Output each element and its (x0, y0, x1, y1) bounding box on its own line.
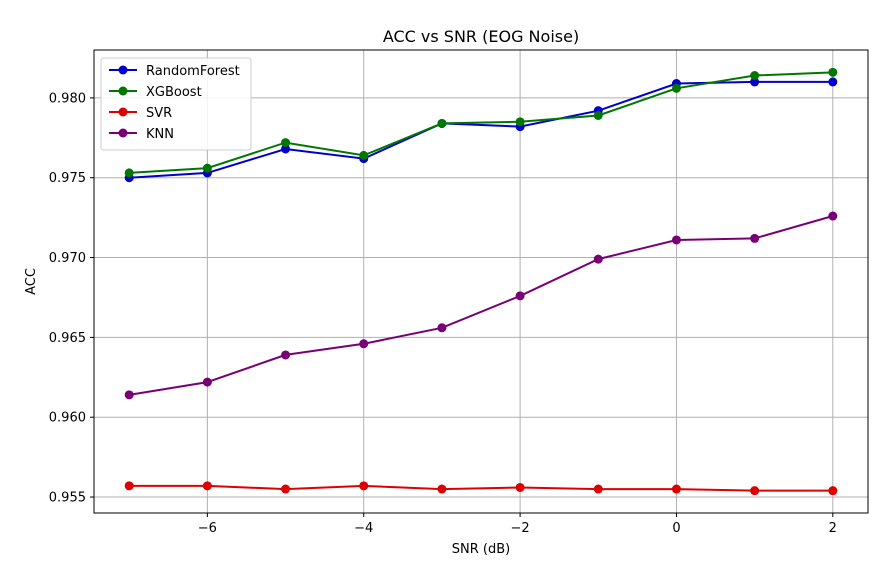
data-point (828, 77, 838, 87)
series-layer (124, 67, 838, 496)
x-tick-label: 0 (672, 521, 680, 536)
y-axis: 0.955 0.960 0.965 0.970 0.975 0.980 (49, 91, 94, 506)
data-point (437, 118, 447, 128)
data-point (124, 481, 134, 491)
data-point (671, 484, 681, 494)
data-point (359, 481, 369, 491)
data-point (515, 482, 525, 492)
legend: RandomForest XGBoost SVR KNN (100, 57, 252, 151)
legend-marker (118, 86, 128, 96)
y-tick-label: 0.965 (49, 331, 86, 346)
data-point (515, 291, 525, 301)
legend-item: KNN (109, 127, 174, 142)
legend-label: SVR (146, 106, 172, 121)
legend-label: KNN (146, 127, 174, 142)
data-point (515, 117, 525, 127)
data-point (593, 484, 603, 494)
data-point (281, 484, 291, 494)
data-point (750, 71, 760, 81)
series-line (129, 215, 834, 396)
data-point (202, 377, 212, 387)
legend-marker (118, 65, 128, 75)
legend-item: XGBoost (109, 85, 202, 100)
legend-label: XGBoost (146, 85, 202, 100)
plot-frame (93, 49, 869, 514)
y-tick-label: 0.960 (49, 411, 86, 426)
y-tick-label: 0.975 (49, 171, 86, 186)
data-point (202, 481, 212, 491)
x-tick-label: −4 (354, 521, 373, 536)
data-point (437, 484, 447, 494)
legend-item: RandomForest (109, 64, 240, 79)
data-point (281, 350, 291, 360)
data-point (359, 150, 369, 160)
legend-marker (118, 107, 128, 117)
data-point (281, 144, 291, 154)
data-point (359, 339, 369, 349)
legend-box (100, 57, 252, 151)
data-point (671, 235, 681, 245)
legend-item: SVR (109, 106, 172, 121)
series-knn (124, 211, 838, 400)
data-point (750, 233, 760, 243)
series-line (129, 484, 833, 492)
legend-marker (118, 128, 128, 138)
data-point (671, 83, 681, 93)
data-point (750, 77, 760, 87)
data-point (124, 168, 134, 178)
x-tick-label: −2 (511, 521, 530, 536)
y-tick-label: 0.970 (49, 251, 86, 266)
data-point (593, 110, 603, 120)
series-svr (124, 481, 838, 496)
data-point (281, 138, 291, 148)
x-axis-label: SNR (dB) (452, 542, 510, 557)
y-tick-label: 0.980 (49, 91, 86, 106)
data-point (437, 323, 447, 333)
data-point (124, 390, 134, 400)
data-point (593, 254, 603, 264)
data-point (828, 67, 838, 77)
y-tick-label: 0.955 (49, 491, 86, 506)
chart-title: ACC vs SNR (EOG Noise) (383, 27, 579, 46)
x-tick-label: −6 (198, 521, 217, 536)
data-point (202, 163, 212, 173)
y-axis-label: ACC (24, 268, 39, 295)
x-axis: −6 −4 −2 0 2 (198, 513, 837, 536)
series-line (129, 71, 833, 174)
x-tick-label: 2 (829, 521, 837, 536)
series-xgboost (124, 67, 838, 178)
data-point (828, 211, 838, 221)
data-point (828, 486, 838, 496)
data-point (750, 486, 760, 496)
legend-label: RandomForest (146, 64, 240, 79)
